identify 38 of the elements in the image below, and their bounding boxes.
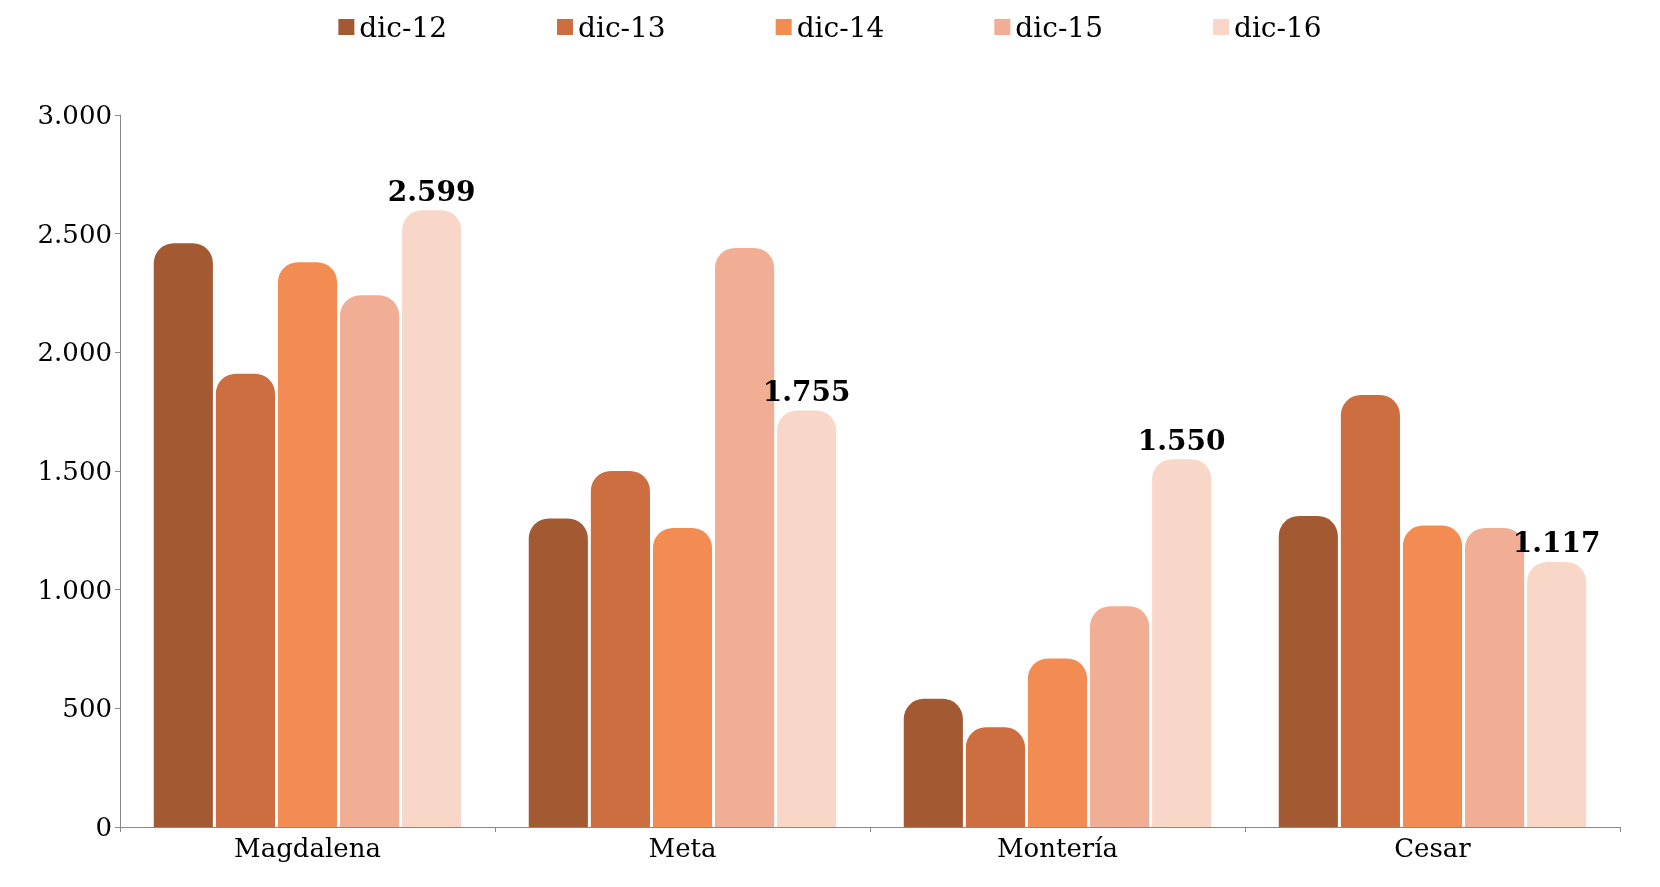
bar [215,373,275,827]
bar [1527,561,1587,827]
y-tick-label: 0 [95,812,112,842]
x-tick-label: Cesar [1394,833,1472,863]
data-label: 1.755 [762,374,851,408]
bar [590,471,650,827]
x-tick-label: Montería [996,833,1119,863]
data-label: 1.550 [1137,423,1226,457]
bar [1027,658,1088,827]
bar [1278,516,1338,827]
data-label: 2.599 [387,174,476,208]
legend-label: dic-15 [1015,10,1103,44]
legend-label: dic-16 [1233,10,1322,44]
bar [652,527,713,827]
bar [903,698,963,827]
legend-label: dic-14 [796,10,885,44]
bar [340,295,400,827]
legend-label: dic-12 [359,10,448,44]
bar [277,262,338,827]
bar [1090,606,1150,827]
bar [1402,525,1463,827]
y-tick-label: 1.500 [37,456,112,486]
x-tick-label: Magdalena [234,833,381,863]
bar [402,210,462,827]
bar [1340,395,1400,827]
x-tick-label: Meta [648,833,717,863]
bar [153,243,213,827]
y-tick-label: 2.000 [37,337,112,368]
bar [1152,459,1212,827]
bar [777,410,837,827]
data-label: 1.117 [1512,526,1601,560]
bar [965,727,1025,827]
y-tick-label: 3.000 [37,100,112,130]
y-tick-label: 500 [62,693,112,724]
y-tick-label: 2.500 [37,218,112,249]
y-tick-label: 1.000 [37,574,112,605]
bar [528,518,588,827]
legend-label: dic-13 [578,10,666,44]
